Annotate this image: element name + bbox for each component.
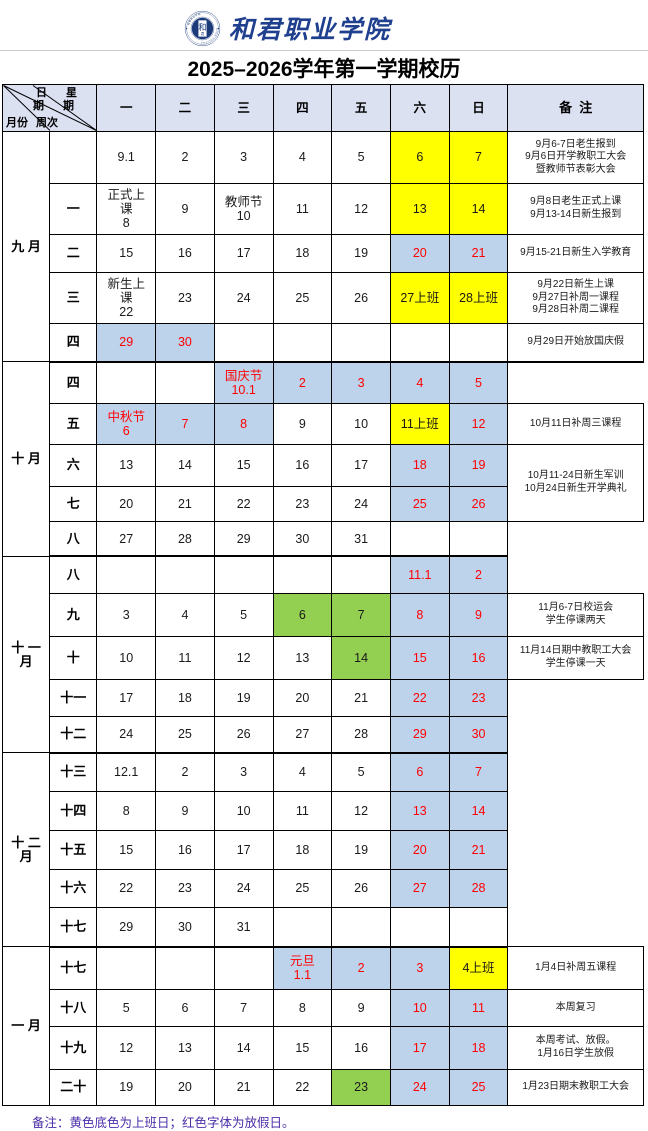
svg-text:和: 和 [198,22,206,31]
